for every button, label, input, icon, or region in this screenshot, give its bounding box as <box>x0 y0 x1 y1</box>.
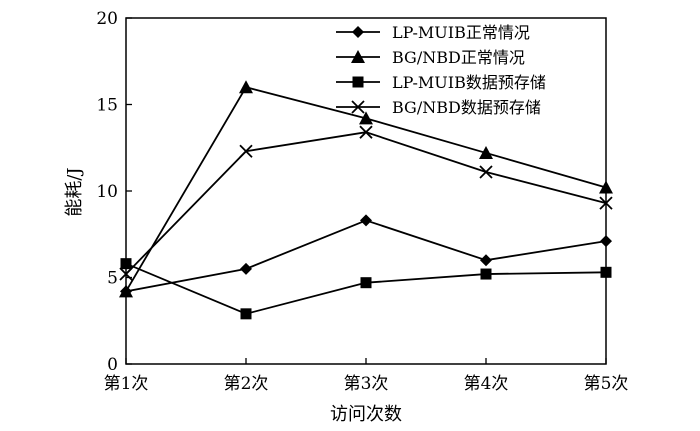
series-line <box>125 262 607 315</box>
data-point <box>479 165 493 179</box>
y-tick-label: 0 <box>107 355 118 375</box>
data-point <box>600 235 612 248</box>
x-axis-title: 访问次数 <box>330 404 402 425</box>
data-point <box>239 144 253 158</box>
y-axis-title: 能耗/J <box>64 167 85 216</box>
y-tick-label: 15 <box>96 96 118 116</box>
x-marker-stroke <box>479 165 493 179</box>
data-point <box>240 308 252 320</box>
legend-marker <box>351 100 365 114</box>
data-point <box>240 262 252 275</box>
legend-entry-3: LP-MUIB数据预存储 <box>336 73 546 92</box>
data-point <box>359 125 373 139</box>
x-tick-label: 第3次 <box>344 374 389 394</box>
data-point <box>360 277 372 289</box>
data-point <box>599 196 613 210</box>
data-point <box>480 254 492 267</box>
x-marker-stroke <box>351 100 365 114</box>
x-tick-label: 第5次 <box>584 374 629 394</box>
legend-label: BG/NBD数据预存储 <box>392 98 541 117</box>
x-tick-label: 第1次 <box>104 374 149 394</box>
series-4 <box>119 125 613 281</box>
data-point <box>119 284 133 298</box>
legend-label: LP-MUIB数据预存储 <box>392 73 546 92</box>
data-point <box>359 111 373 125</box>
x-marker-stroke <box>119 267 133 281</box>
data-point <box>480 268 492 280</box>
data-point <box>239 80 253 94</box>
series-3 <box>120 258 612 320</box>
legend-label: BG/NBD正常情况 <box>392 48 525 67</box>
data-point <box>120 258 132 270</box>
series-2 <box>119 80 613 298</box>
y-tick-label: 20 <box>96 9 118 29</box>
y-tick-label: 5 <box>107 269 118 289</box>
data-point <box>479 145 493 159</box>
data-point <box>360 214 372 227</box>
legend-entry-2: BG/NBD正常情况 <box>336 48 525 67</box>
legend-entry-1: LP-MUIB正常情况 <box>336 23 530 42</box>
y-tick-label: 10 <box>96 182 118 202</box>
data-point <box>599 180 613 194</box>
legend-marker <box>351 50 365 63</box>
axes: 0 5 10 15 20 第1次 第2次 第3次 第4次 第5次 <box>96 9 628 394</box>
legend-marker <box>352 26 364 38</box>
x-tick-label: 第4次 <box>464 374 509 394</box>
data-point <box>600 266 612 278</box>
legend: LP-MUIB正常情况 BG/NBD正常情况 LP-MUIB数据预存储 BG/NBD数… <box>336 23 546 117</box>
legend-label: LP-MUIB正常情况 <box>392 23 530 42</box>
x-marker-stroke <box>599 196 613 210</box>
plot-frame <box>125 17 607 365</box>
legend-entry-4: BG/NBD数据预存储 <box>336 98 541 117</box>
x-marker-stroke <box>359 125 373 139</box>
series-group <box>119 80 613 320</box>
x-tick-label: 第2次 <box>224 374 269 394</box>
legend-marker <box>352 76 364 88</box>
x-marker-stroke <box>239 144 253 158</box>
data-point <box>119 267 133 281</box>
